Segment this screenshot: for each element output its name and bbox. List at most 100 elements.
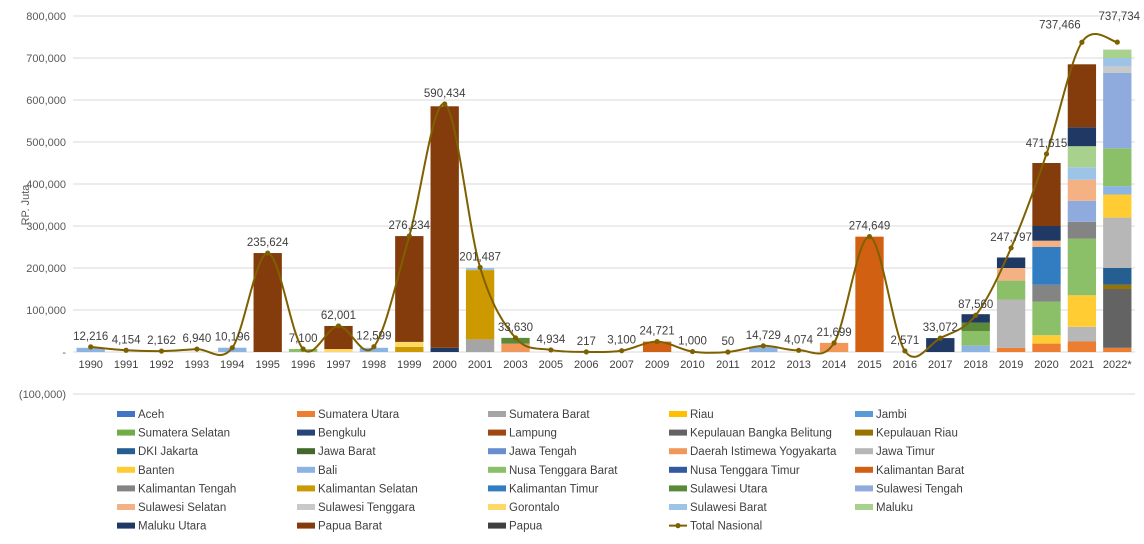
total-point bbox=[229, 345, 235, 351]
total-point bbox=[300, 346, 306, 352]
total-point bbox=[477, 264, 483, 270]
legend-label: Jawa Barat bbox=[318, 446, 376, 458]
total-point bbox=[866, 234, 873, 240]
legend-label: Nusa Tenggara Timur bbox=[690, 465, 800, 477]
bar-segment bbox=[1032, 226, 1061, 241]
bar-segment bbox=[501, 343, 530, 352]
total-point bbox=[831, 340, 837, 346]
legend-swatch bbox=[669, 485, 687, 492]
bar-segment bbox=[1103, 72, 1132, 149]
total-point bbox=[371, 344, 377, 350]
bar-segment bbox=[1032, 247, 1061, 285]
x-tick-label: 2015 bbox=[857, 359, 881, 371]
legend: Aceh Sumatera Utara Sumatera Barat Riau Jamb… bbox=[117, 409, 965, 533]
y-tick-label: 500,000 bbox=[26, 137, 66, 149]
legend-label: Lampung bbox=[509, 428, 557, 440]
x-tick-label: 1990 bbox=[78, 359, 102, 371]
legend-swatch bbox=[117, 522, 135, 529]
legend-swatch bbox=[488, 448, 506, 455]
x-tick-label: 2011 bbox=[716, 359, 740, 371]
legend-label: Sulawesi Barat bbox=[690, 502, 768, 514]
bar-segment bbox=[359, 347, 389, 352]
bar-segment bbox=[749, 346, 778, 352]
bar-segment bbox=[961, 314, 990, 323]
legend-swatch bbox=[488, 504, 506, 510]
bar-segment bbox=[1103, 186, 1132, 195]
legend-swatch bbox=[297, 448, 315, 455]
x-tick-label: 2019 bbox=[999, 359, 1023, 371]
total-data-label: 50 bbox=[722, 336, 735, 348]
bar-segment bbox=[996, 268, 1026, 281]
total-point bbox=[654, 339, 660, 345]
y-axis-label: RP. Juta bbox=[20, 184, 32, 226]
total-data-label: 3,100 bbox=[607, 335, 636, 347]
total-point bbox=[123, 347, 129, 353]
x-tick-label: 2022* bbox=[1103, 359, 1132, 371]
legend-swatch bbox=[117, 411, 135, 417]
x-tick-label: 2014 bbox=[822, 359, 846, 371]
bar-segment bbox=[1032, 163, 1061, 226]
bar-segment bbox=[395, 341, 424, 347]
total-data-label: 737,466 bbox=[1039, 19, 1081, 31]
total-data-label: 33,072 bbox=[923, 322, 958, 334]
x-tick-label: 2012 bbox=[751, 359, 775, 371]
legend-label: Jawa Tengah bbox=[509, 446, 577, 458]
legend-swatch bbox=[855, 429, 873, 436]
total-point bbox=[1079, 39, 1085, 45]
bar-segment bbox=[1067, 295, 1097, 327]
legend-swatch bbox=[669, 466, 687, 473]
x-tick-label: 1994 bbox=[220, 359, 244, 371]
total-point bbox=[725, 349, 731, 355]
bar-segment bbox=[1067, 146, 1097, 168]
y-tick-label: 400,000 bbox=[26, 179, 66, 191]
bar-segment bbox=[324, 349, 353, 352]
bar-segment bbox=[1067, 221, 1097, 239]
bar-segment bbox=[1103, 194, 1132, 218]
total-point bbox=[406, 233, 412, 239]
total-data-label: 201,487 bbox=[459, 251, 501, 263]
y-tick-label: 700,000 bbox=[26, 53, 66, 65]
legend-label: Banten bbox=[138, 465, 174, 477]
total-point bbox=[1114, 39, 1120, 45]
total-point bbox=[442, 101, 448, 107]
total-line: 12,216 4,154 2,162 6,940 10,196 235,624 7,1006… bbox=[73, 11, 1141, 358]
bar-segment bbox=[1103, 289, 1132, 348]
y-tick-label: 600,000 bbox=[26, 95, 66, 107]
legend-swatch bbox=[855, 485, 873, 492]
legend-swatch bbox=[855, 448, 873, 455]
total-point bbox=[88, 344, 94, 350]
bar-segment bbox=[1067, 179, 1097, 201]
legend-label: Sumatera Selatan bbox=[138, 428, 230, 440]
legend-label: Riau bbox=[690, 409, 714, 421]
y-tick-label: - bbox=[62, 347, 66, 359]
total-point bbox=[1043, 151, 1050, 157]
x-tick-label: 2018 bbox=[963, 359, 987, 371]
bar-segment bbox=[996, 257, 1026, 268]
legend-swatch bbox=[488, 522, 506, 529]
bar-segment bbox=[1103, 66, 1132, 73]
legend-label: Aceh bbox=[138, 409, 164, 421]
x-tick-label: 2013 bbox=[786, 359, 810, 371]
bar-segment bbox=[1067, 326, 1097, 342]
total-data-label: 14,729 bbox=[746, 330, 781, 342]
legend-label: Maluku bbox=[876, 502, 913, 514]
legend-label: Kalimantan Barat bbox=[876, 465, 965, 477]
legend-swatch bbox=[117, 485, 135, 492]
bar-segment bbox=[430, 106, 459, 348]
y-tick-label: 800,000 bbox=[26, 11, 66, 23]
legend-swatch bbox=[297, 504, 315, 510]
legend-line-marker bbox=[675, 523, 681, 529]
total-point bbox=[265, 250, 271, 256]
total-data-label: 24,721 bbox=[640, 326, 675, 338]
bar-segment bbox=[642, 341, 672, 352]
legend-swatch bbox=[488, 429, 506, 436]
x-tick-label: 1998 bbox=[362, 359, 386, 371]
total-data-label: 12,599 bbox=[356, 331, 391, 343]
x-tick-label: 2005 bbox=[539, 359, 563, 371]
x-tick-label: 1992 bbox=[149, 359, 173, 371]
gridlines bbox=[73, 15, 1135, 395]
bar-segment bbox=[501, 337, 530, 344]
total-point bbox=[335, 323, 342, 329]
bar-segment bbox=[926, 338, 955, 352]
bar-stacks bbox=[76, 49, 1132, 352]
